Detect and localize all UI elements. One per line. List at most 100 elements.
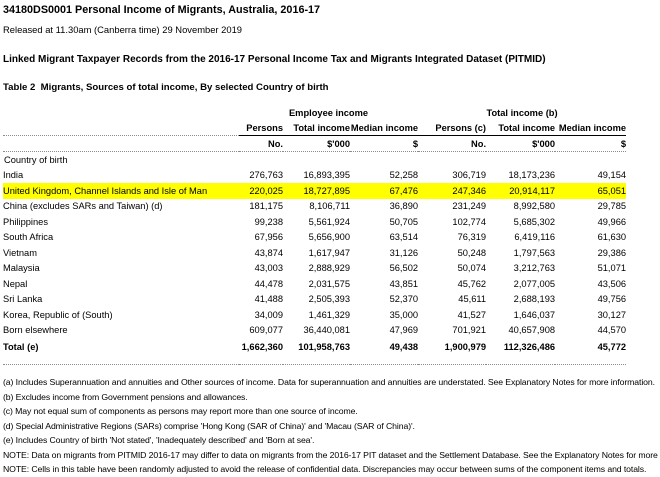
cell: 99,238 [254, 216, 283, 227]
cell: 67,476 [389, 185, 419, 196]
cell: 2,688,193 [513, 294, 556, 305]
page-title: 34180DS0001 Personal Income of Migrants,… [3, 4, 321, 16]
cell: 29,785 [597, 201, 627, 212]
footnote: (c) May not equal sum of components as p… [3, 406, 358, 416]
cell: 18,727,895 [303, 185, 350, 196]
cell: 43,003 [254, 263, 283, 274]
cell: 3,212,763 [513, 263, 556, 274]
column-header-persons: Persons [239, 120, 283, 136]
cell: 5,561,924 [308, 216, 350, 227]
table-row: Born elsewhere 609,077 36,440,081 47,969 70… [3, 323, 626, 339]
table-row: China (excludes SARs and Taiwan) (d) 181… [3, 199, 626, 215]
row-label: Sri Lanka [3, 294, 43, 305]
cell: 56,502 [389, 263, 419, 274]
row-label: Total (e) [3, 338, 239, 365]
cell: 5,685,302 [513, 216, 556, 227]
column-header-row: Persons Total income Median income Perso… [3, 120, 627, 136]
unit-thousands-2: $'000 [486, 135, 556, 152]
cell: 41,488 [254, 294, 283, 305]
cell: 29,386 [597, 247, 627, 258]
table-row: Nepal 44,478 2,031,575 43,851 45,762 2,077,0… [3, 276, 626, 292]
cell: 102,774 [452, 216, 487, 227]
cell: 1,646,037 [513, 309, 556, 320]
row-label: India [3, 170, 24, 181]
footnote: (b) Excludes income from Government pens… [3, 391, 248, 402]
unit-no: No. [239, 135, 283, 152]
cell: 52,370 [389, 294, 419, 305]
table-row: United Kingdom, Channel Islands and Isle… [3, 183, 627, 199]
cell: 6,419,116 [514, 232, 556, 243]
cell: 1,662,360 [239, 338, 283, 365]
cell: 61,630 [597, 232, 627, 243]
note: NOTE: Cells in this table have been rand… [3, 464, 647, 474]
cell: 31,126 [389, 247, 419, 258]
unit-no-2: No. [418, 135, 487, 152]
footnote: (d) Special Administrative Regions (SARs… [3, 420, 415, 431]
cell: 67,956 [254, 232, 283, 243]
cell: 30,127 [597, 309, 627, 320]
unit-thousands: $'000 [283, 135, 350, 152]
cell: 1,900,979 [418, 338, 487, 365]
cell: 76,319 [457, 232, 487, 243]
cell: 220,025 [249, 185, 283, 196]
row-label: Korea, Republic of (South) [3, 309, 113, 320]
cell: 701,921 [452, 325, 487, 336]
cell: 181,175 [249, 201, 283, 212]
table-title: Table 2 Migrants, Sources of total incom… [3, 82, 329, 93]
cell: 1,617,947 [308, 247, 350, 258]
table-row: Korea, Republic of (South) 34,009 1,461,3… [3, 307, 626, 323]
cell: 50,248 [457, 247, 487, 258]
table-row-total: Total (e) 1,662,360 101,958,763 49,438 1… [3, 338, 627, 365]
table-row: South Africa 67,956 5,656,900 63,514 76,319… [3, 230, 626, 246]
cell: 18,173,236 [508, 170, 556, 181]
column-header-persons-c: Persons (c) [418, 120, 487, 136]
table-body: Country of birth India 276,763 16,893,395… [3, 152, 627, 365]
footnote: (e) Includes Country of birth 'Not state… [3, 435, 315, 445]
section-row-label: Country of birth [4, 154, 68, 165]
group-header-total-income: Total income (b) [486, 107, 558, 118]
cell: 49,966 [597, 216, 627, 227]
cell: 65,051 [597, 185, 627, 196]
cell: 47,969 [389, 325, 419, 336]
unit-dollars-2: $ [555, 135, 627, 152]
cell: 2,077,005 [513, 278, 556, 289]
cell: 35,000 [389, 309, 419, 320]
cell: 101,958,763 [283, 338, 350, 365]
footnotes: (a) Includes Superannuation and annuitie… [3, 375, 660, 477]
income-table: Employee income Total income (b) Persons… [3, 105, 627, 365]
cell: 1,461,329 [308, 309, 350, 320]
cell: 8,106,711 [309, 201, 350, 212]
cell: 5,656,900 [308, 232, 350, 243]
cell: 306,719 [452, 170, 487, 181]
cell: 45,772 [555, 338, 627, 365]
table-row: Sri Lanka 41,488 2,505,393 52,370 45,611 2,6… [3, 292, 626, 308]
cell: 49,756 [597, 294, 627, 305]
cell: 16,893,395 [303, 170, 350, 181]
cell: 276,763 [249, 170, 283, 181]
cell: 247,346 [452, 185, 487, 196]
cell: 43,851 [389, 278, 419, 289]
group-header-row: Employee income Total income (b) [3, 105, 626, 120]
note: NOTE: Data on migrants from PITMID 2016-… [3, 449, 660, 460]
column-header-median-income: Median income [350, 120, 419, 136]
row-label: South Africa [3, 232, 54, 243]
cell: 609,077 [249, 325, 283, 336]
cell: 44,478 [254, 278, 283, 289]
cell: 45,762 [457, 278, 487, 289]
cell: 41,527 [457, 309, 487, 320]
cell: 8,992,580 [513, 201, 556, 212]
footnote: (a) Includes Superannuation and annuitie… [3, 377, 655, 387]
cell: 2,888,929 [308, 263, 350, 274]
column-header-median-income-2: Median income [555, 120, 627, 136]
cell: 49,438 [350, 338, 419, 365]
column-header-total-income-2: Total income [486, 120, 556, 136]
table-row: Vietnam 43,874 1,617,947 31,126 50,248 1,797… [3, 245, 626, 261]
row-label: Vietnam [3, 247, 37, 258]
cell: 49,154 [597, 170, 627, 181]
row-label: Born elsewhere [3, 325, 68, 336]
column-header-spacer [3, 120, 239, 136]
cell: 43,874 [254, 247, 283, 258]
table-row: India 276,763 16,893,395 52,258 306,719 18,1… [3, 168, 626, 184]
cell: 112,326,486 [486, 338, 556, 365]
